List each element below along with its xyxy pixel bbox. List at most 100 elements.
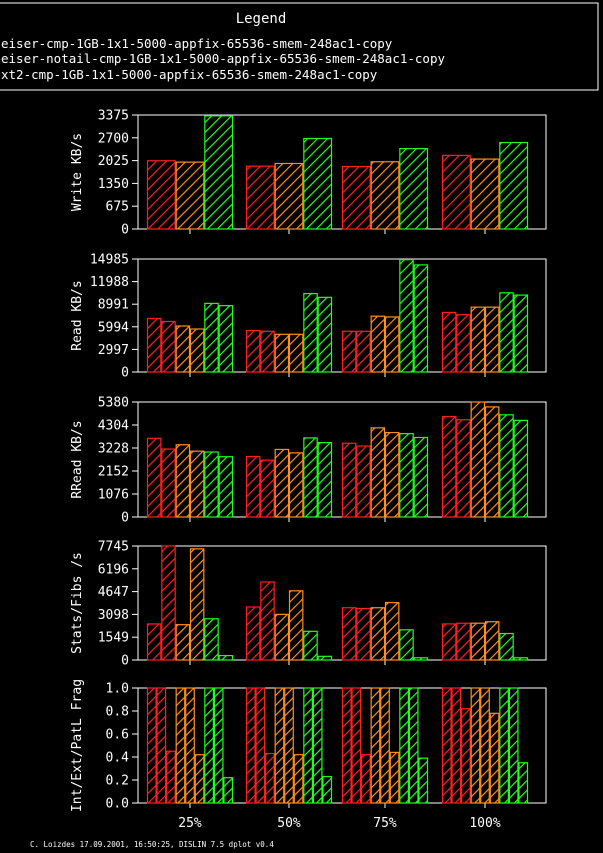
y-axis-label: Write KB/s [70,133,85,211]
bar [146,437,162,518]
bar [322,775,333,804]
panel-5: 0.0 0.2 0.4 0.6 0.8 1.0 Int/Ext/PatL Frag 25% 50… [70,679,547,831]
bar [166,750,176,804]
bar [175,687,186,804]
bar [499,687,509,804]
legend-item-1: eiser-cmp-1GB-1x1-5000-appfix-65536-smem… [1,36,393,51]
x-tick-label: 50% [277,816,301,831]
y-tick-label: 2152 [98,465,129,480]
bar [370,315,386,373]
bar [245,687,256,804]
bar [441,687,452,804]
bar [303,687,313,804]
bar [513,294,529,373]
bar [508,687,519,804]
bar [441,623,457,661]
bar [265,752,275,804]
bar [499,632,514,661]
bar [245,455,261,518]
bar [341,687,352,804]
bar [161,320,176,373]
bar [341,330,357,373]
bar [274,448,290,518]
bar [274,333,290,373]
bar [389,751,400,804]
y-tick-label: 1.0 [106,682,129,697]
bar [456,419,471,518]
x-tick-label: 100% [469,816,500,831]
bar [341,442,357,518]
legend: Legend eiser-cmp-1GB-1x1-5000-appfix-655… [0,2,599,91]
bar [480,687,490,804]
y-tick-label: 0.0 [106,797,129,812]
bar [341,165,371,230]
bar [156,687,167,804]
bar [384,316,400,373]
legend-item-2: eiser-notail-cmp-1GB-1x1-5000-appfix-655… [1,51,445,66]
bar [189,548,205,661]
bar [461,708,471,804]
bar [303,137,333,230]
bar [361,754,371,804]
y-tick-label: 0.4 [106,751,130,766]
y-tick-label: 3098 [98,608,129,623]
bar [194,754,205,804]
bar [451,687,462,804]
y-tick-label: 4647 [98,585,129,600]
bar [370,687,381,804]
y-axis-label: Read KB/s [70,280,85,350]
panel-3: 0 1076 2152 3228 4304 5380 RRead KB/s [70,396,547,526]
bar [218,456,234,518]
bar [293,754,304,804]
bar [288,333,304,373]
bar [380,687,390,804]
y-tick-label: 3228 [98,442,129,457]
bar [370,607,386,661]
bar [499,414,514,518]
bar [484,406,500,518]
legend-item-3: xt2-cmp-1GB-1x1-5000-appfix-65536-smem-2… [1,67,378,82]
y-tick-label: 0 [121,654,129,669]
bar [317,296,333,373]
bar [260,581,275,661]
bar [399,433,414,518]
bar [245,329,261,373]
bar [370,161,400,230]
bar [213,687,224,804]
bar [441,154,471,230]
bar [351,687,362,804]
bar [413,657,429,661]
panel-1: 0 675 1350 2025 2700 3375 Write KB/s [70,109,547,238]
bar [146,317,162,373]
y-tick-label: 1076 [98,488,129,503]
bar [260,459,275,518]
bar [370,427,386,518]
bar [484,306,500,373]
y-tick-label: 8991 [98,298,129,313]
bar [518,762,529,804]
bar [317,655,333,661]
bar [418,757,429,804]
bar [146,623,162,661]
y-tick-label: 2025 [98,154,129,169]
y-tick-label: 5380 [98,396,129,411]
bar [356,607,371,661]
y-tick-label: 0.6 [106,728,129,743]
bar [288,590,304,661]
panel-4: 0 1549 3098 4647 6196 7745 Stats/Fibs /s [70,540,547,669]
bar [303,437,318,518]
y-tick-label: 0.2 [106,774,129,789]
bar [189,450,205,518]
bar [284,687,294,804]
bar [499,141,529,230]
bar [456,622,471,661]
bar [218,305,234,373]
bar [399,687,409,804]
bar [356,445,371,518]
bar [245,165,275,230]
y-tick-label: 0 [121,223,129,238]
bar [245,606,261,661]
bar [175,161,205,230]
y-axis-label: Stats/Fibs /s [70,552,85,654]
